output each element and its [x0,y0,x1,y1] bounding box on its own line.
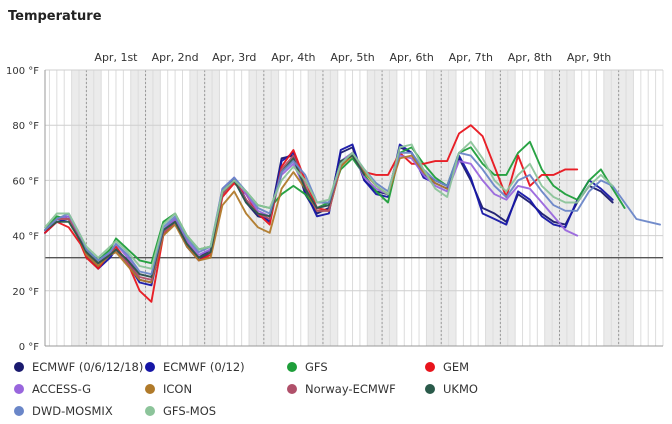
legend-item[interactable]: DWD-MOSMIX [14,404,113,418]
legend-item[interactable]: GFS [287,360,328,374]
legend-label: ICON [163,382,193,396]
legend-swatch [425,362,435,372]
y-tick-label: 0 °F [19,342,40,352]
legend-item[interactable]: ECMWF (0/12) [145,360,245,374]
legend-swatch [145,362,155,372]
series-line-gfs-mos [44,140,614,270]
y-tick-label: 100 °F [6,66,39,77]
legend-label: GEM [443,360,470,374]
legend-item[interactable]: Norway-ECMWF [287,382,396,396]
day-label: Apr, 6th [390,51,434,64]
legend-swatch [425,384,435,394]
legend-swatch [287,384,297,394]
legend-swatch [14,362,24,372]
legend-swatch [145,384,155,394]
legend-item[interactable]: ACCESS-G [14,382,91,396]
legend-swatch [14,384,24,394]
chart-title: Temperature [8,9,102,24]
legend-item[interactable]: GFS-MOS [145,404,216,418]
day-label: Apr, 3rd [212,51,256,64]
day-label: Apr, 9th [567,51,611,64]
y-tick-label: 40 °F [12,232,39,243]
day-label: Apr, 5th [330,51,374,64]
legend-label: UKMO [443,382,478,396]
y-tick-label: 80 °F [12,121,39,132]
chart-legend: ECMWF (0/6/12/18) ECMWF (0/12) GFS GEM ACCES… [0,352,672,424]
legend-item[interactable]: UKMO [425,382,478,396]
legend-label: Norway-ECMWF [305,382,396,396]
legend-label: GFS-MOS [163,404,217,418]
legend-item[interactable]: GEM [425,360,469,374]
day-label: Apr, 4th [271,51,315,64]
y-tick-label: 60 °F [12,176,39,187]
series-line-ukmo [44,154,366,278]
legend-swatch [145,406,155,416]
legend-label: DWD-MOSMIX [32,404,113,418]
day-label: Apr, 7th [449,51,493,64]
legend-item[interactable]: ECMWF (0/6/12/18) [14,360,143,374]
day-label: Apr, 2nd [152,51,199,64]
day-label: Apr, 8th [508,51,552,64]
legend-label: GFS [305,360,328,374]
y-tick-label: 20 °F [12,287,39,298]
legend-swatch [14,406,24,416]
legend-label: ACCESS-G [32,382,92,396]
temperature-chart: 100 °F 80 °F 60 °F 40 °F 20 °F 0 °F Apr, 1st Ap… [6,51,664,352]
legend-label: ECMWF (0/6/12/18) [32,360,144,374]
day-label: Apr, 1st [94,51,138,64]
legend-item[interactable]: ICON [145,382,192,396]
legend-label: ECMWF (0/12) [163,360,245,374]
legend-swatch [287,362,297,372]
